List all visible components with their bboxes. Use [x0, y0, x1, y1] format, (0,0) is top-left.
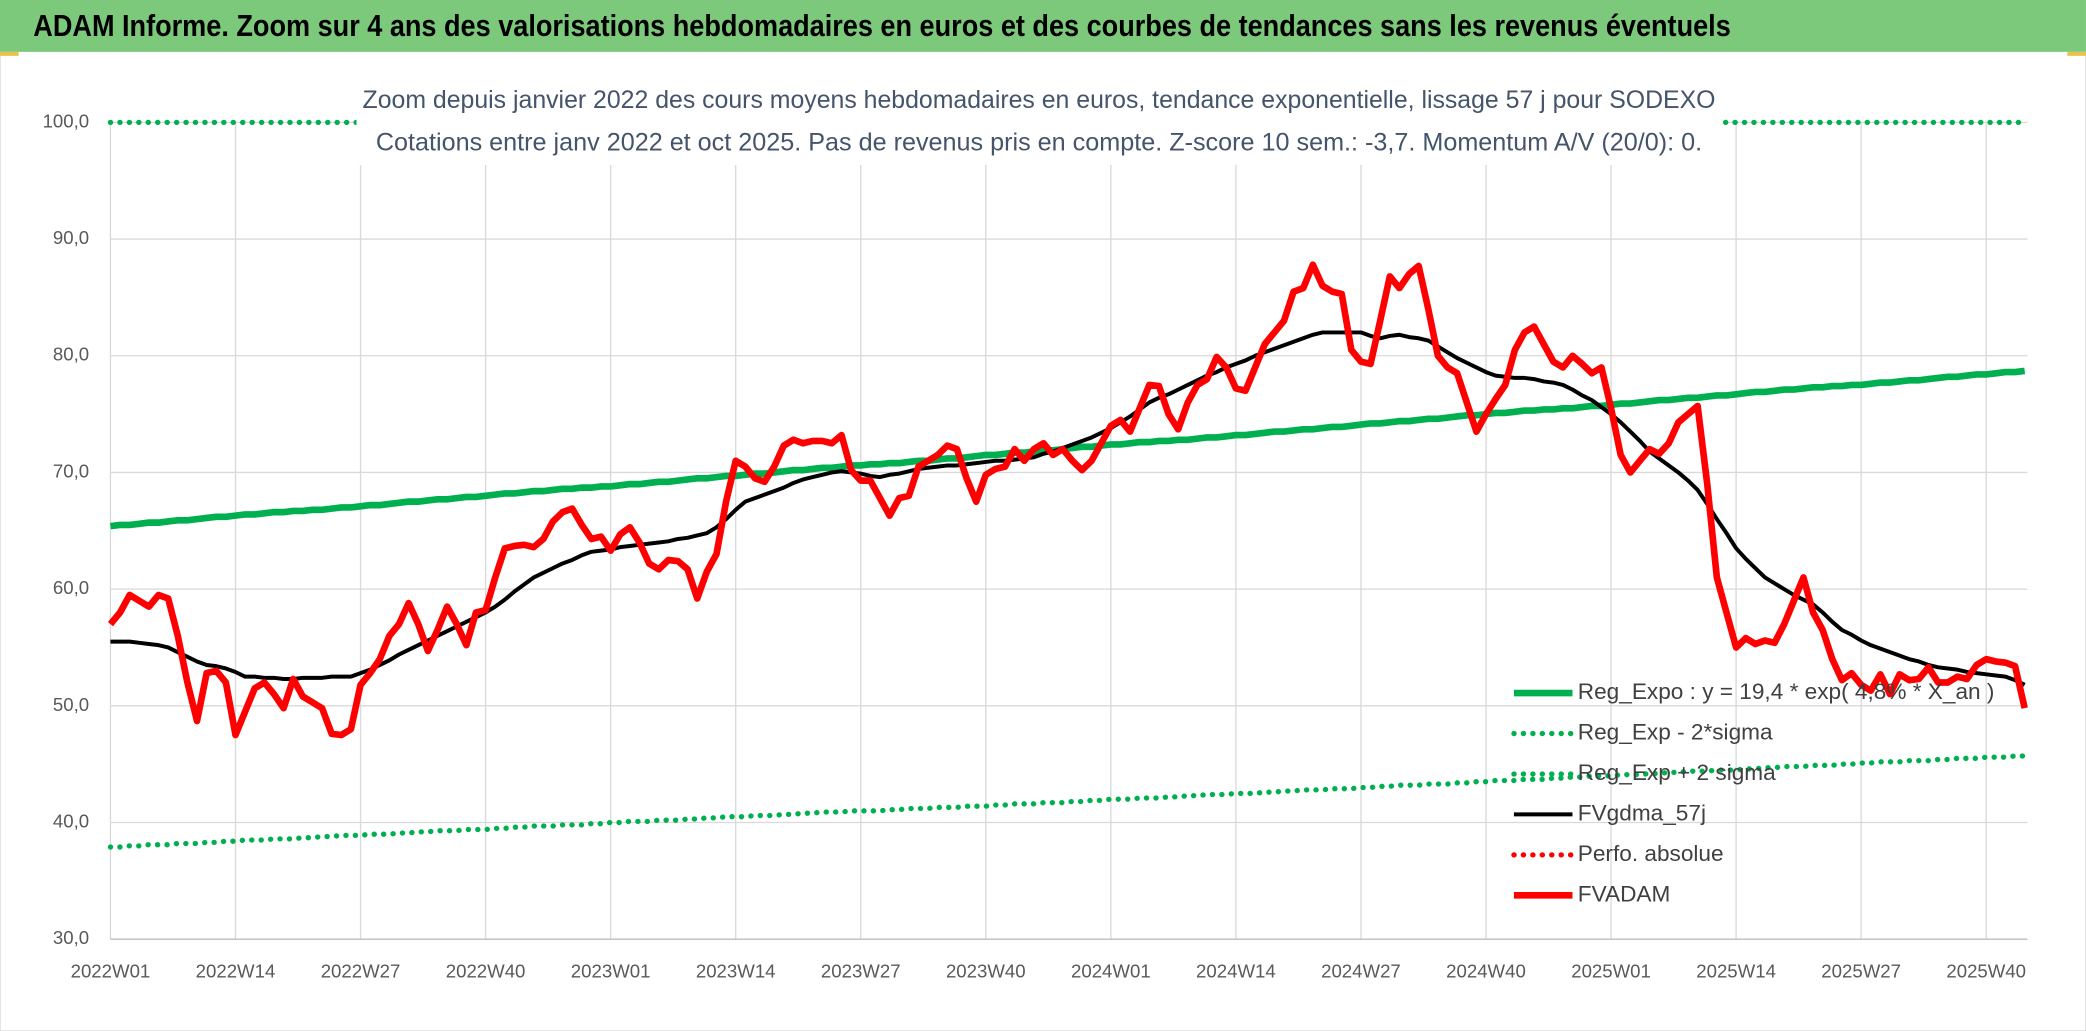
x-tick-label: 2022W40: [446, 960, 526, 981]
x-tick-label: 2022W27: [321, 960, 401, 981]
series-line: [110, 367, 2026, 530]
x-tick-label: 2025W14: [1696, 960, 1776, 981]
legend-label: Perfo. absolue: [1578, 841, 1724, 866]
x-tick-label: 2022W14: [196, 960, 276, 981]
y-tick-label: 70,0: [53, 460, 89, 481]
x-tick-label: 2025W40: [1946, 960, 2026, 981]
y-tick-label: 40,0: [53, 810, 89, 831]
corner: [0, 51, 19, 56]
legend-label: FVADAM: [1578, 881, 1671, 906]
y-tick-label: 90,0: [53, 227, 89, 248]
chart-subtitle: Cotations entre janv 2022 et oct 2025. P…: [376, 128, 1702, 156]
y-tick-label: 80,0: [53, 344, 89, 365]
corner: [2067, 51, 2086, 56]
y-tick-label: 100,0: [43, 110, 90, 131]
x-tick-label: 2022W01: [71, 960, 151, 981]
page-title: ADAM Informe. Zoom sur 4 ans des valoris…: [33, 9, 1730, 43]
x-tick-label: 2024W40: [1446, 960, 1526, 981]
x-tick-label: 2025W27: [1821, 960, 1901, 981]
x-tick-label: 2025W01: [1571, 960, 1651, 981]
legend-label: Reg_Expo : y = 19,4 * exp( 4,8% * X_an ): [1578, 679, 1995, 704]
x-tick-label: 2023W27: [821, 960, 901, 981]
x-tick-label: 2023W40: [946, 960, 1026, 981]
legend-label: Reg_Exp + 2 sigma: [1578, 760, 1776, 785]
series-line: [107, 753, 2028, 850]
x-tick-label: 2023W14: [696, 960, 776, 981]
x-tick-label: 2024W01: [1071, 960, 1151, 981]
y-tick-label: 30,0: [53, 927, 89, 948]
x-tick-label: 2023W01: [571, 960, 651, 981]
y-tick-label: 60,0: [53, 577, 89, 598]
subtitle-box: [356, 77, 1723, 165]
series-line: [107, 261, 2028, 739]
x-tick-label: 2024W14: [1196, 960, 1276, 981]
y-tick-label: 50,0: [53, 694, 89, 715]
legend-label: FVgdma_57j: [1578, 800, 1706, 825]
legend-label: Reg_Exp - 2*sigma: [1578, 720, 1773, 745]
x-tick-label: 2024W27: [1321, 960, 1401, 981]
chart-title: Zoom depuis janvier 2022 des cours moyen…: [363, 86, 1716, 114]
header-bar: [0, 0, 2086, 52]
